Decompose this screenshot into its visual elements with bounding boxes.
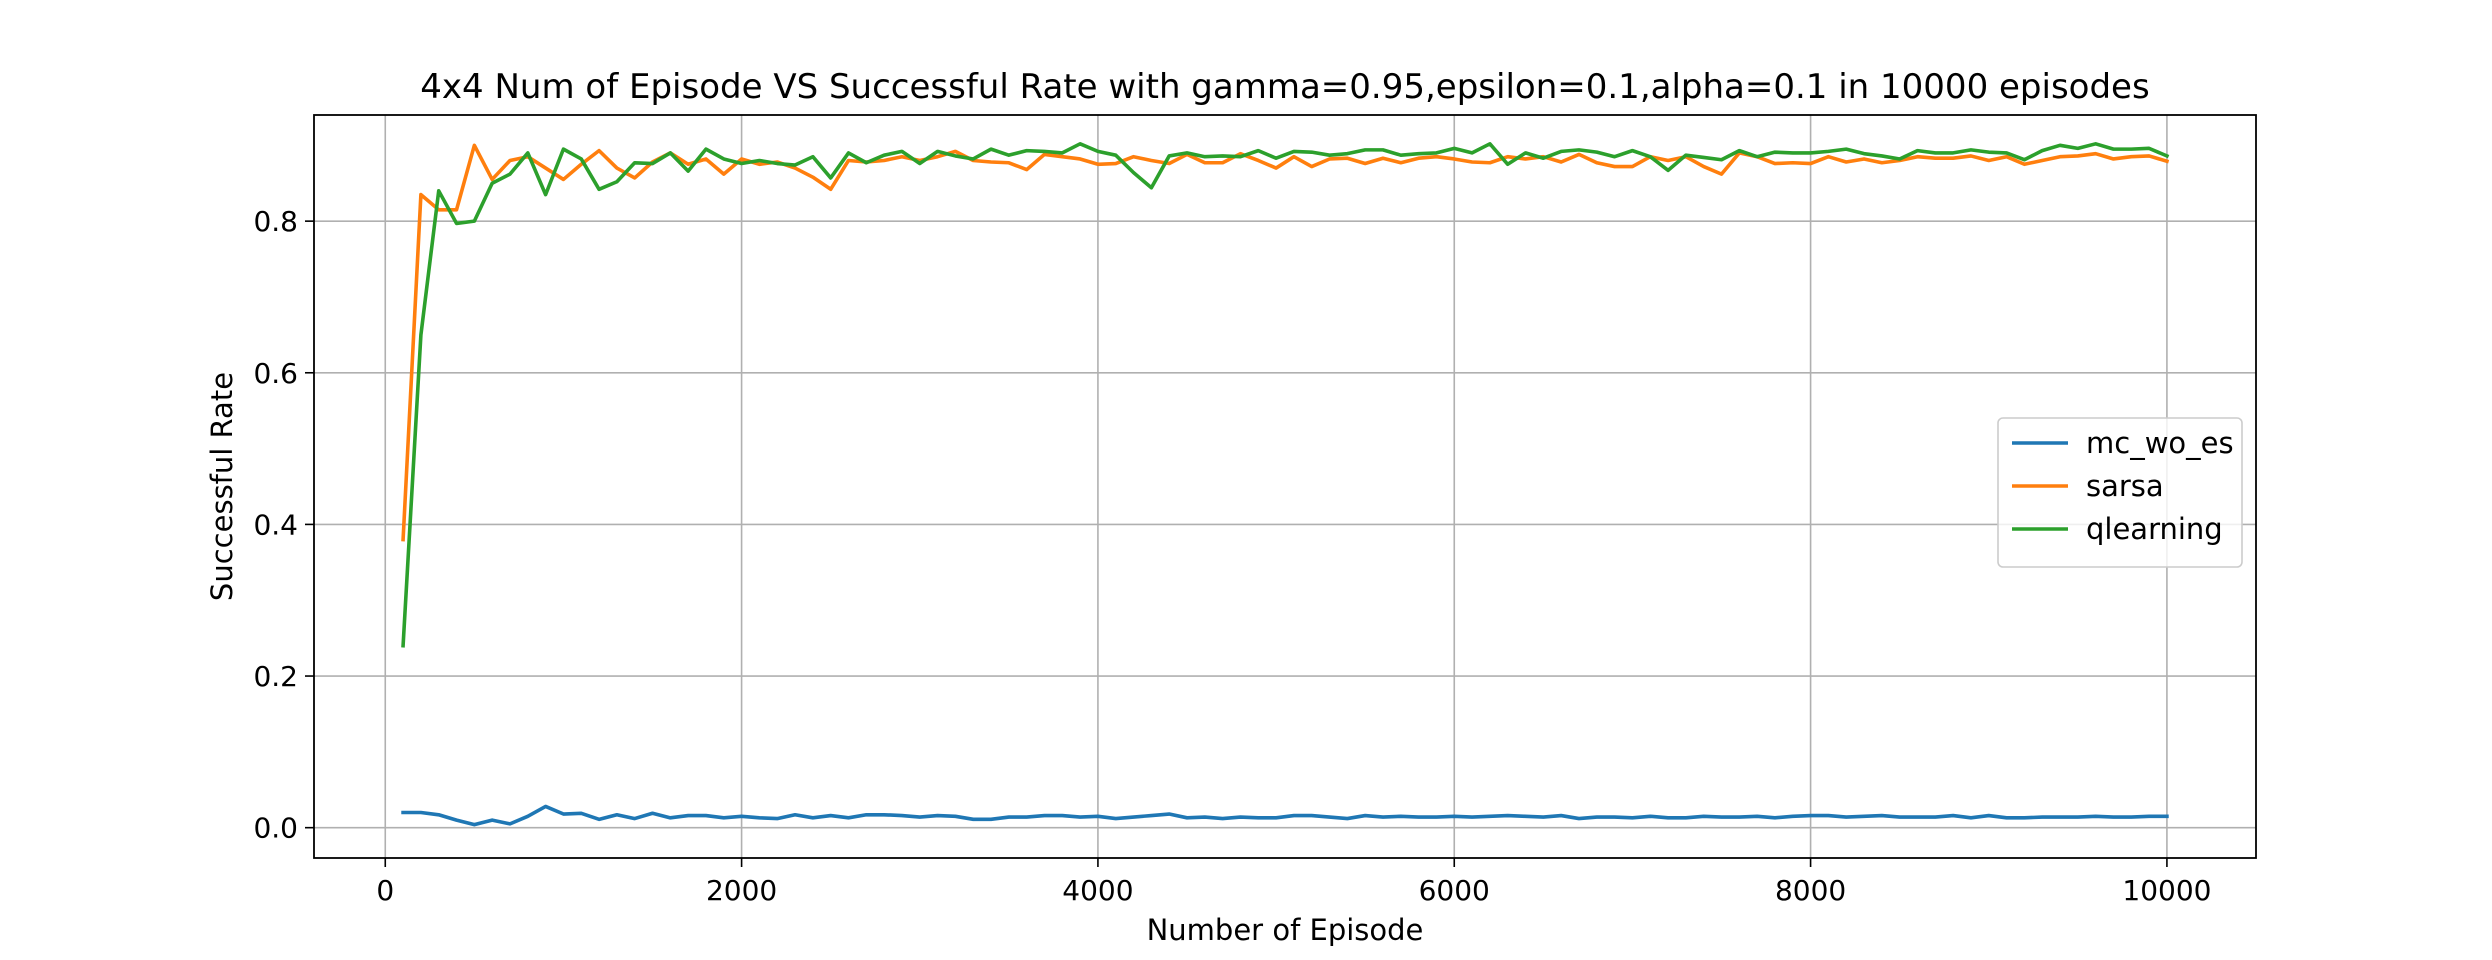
x-tick-label: 10000 bbox=[2122, 874, 2211, 907]
chart-title: 4x4 Num of Episode VS Successful Rate wi… bbox=[420, 67, 2149, 107]
y-tick-label: 0.8 bbox=[253, 205, 298, 238]
x-tick-label: 6000 bbox=[1419, 874, 1490, 907]
y-tick-label: 0.0 bbox=[253, 812, 298, 845]
x-tick-label: 8000 bbox=[1775, 874, 1846, 907]
legend-label-sarsa: sarsa bbox=[2086, 469, 2164, 503]
y-tick-label: 0.2 bbox=[253, 660, 298, 693]
x-axis-label: Number of Episode bbox=[1147, 913, 1424, 947]
series-line-qlearning bbox=[401, 142, 2170, 648]
x-tick-label: 4000 bbox=[1062, 874, 1133, 907]
legend-label-mc-wo-es: mc_wo_es bbox=[2086, 426, 2234, 460]
x-tick-label: 2000 bbox=[706, 874, 777, 907]
y-axis-label: Successful Rate bbox=[205, 372, 239, 601]
x-tick-label: 0 bbox=[376, 874, 394, 907]
y-tick-label: 0.4 bbox=[253, 508, 298, 541]
series-line-mc-wo-es bbox=[401, 804, 2169, 827]
y-tick-label: 0.6 bbox=[253, 357, 298, 390]
plot-area-frame bbox=[313, 114, 2257, 859]
legend-label-qlearning: qlearning bbox=[2086, 512, 2223, 546]
